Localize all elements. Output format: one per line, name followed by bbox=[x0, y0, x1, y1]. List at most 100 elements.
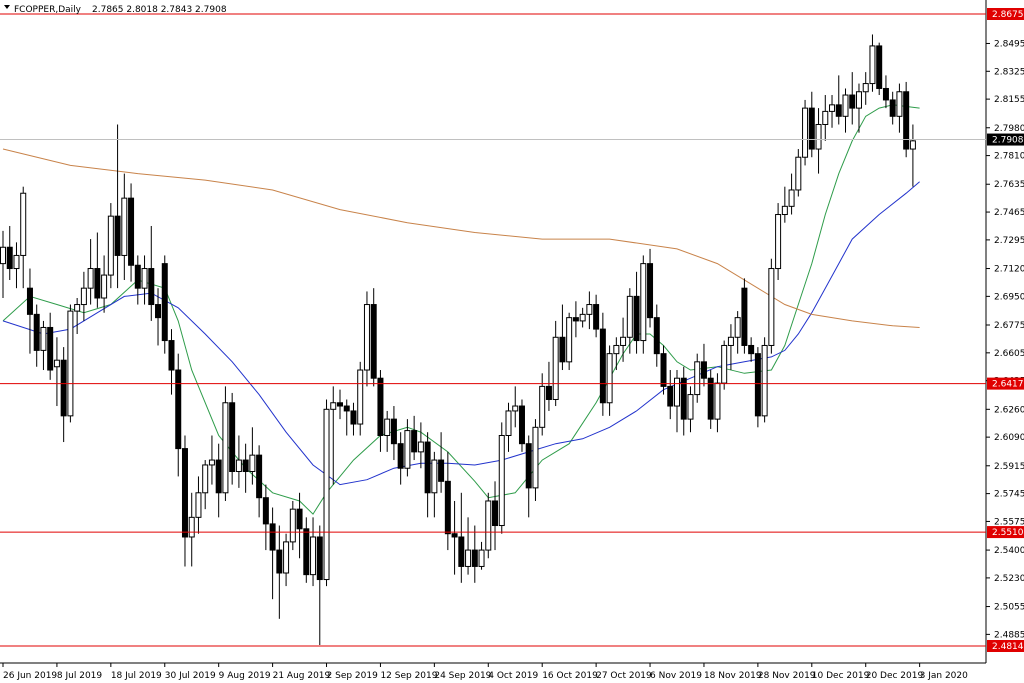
candle[interactable] bbox=[525, 435, 532, 518]
candle[interactable] bbox=[606, 345, 613, 416]
candle[interactable] bbox=[330, 386, 337, 485]
candle[interactable] bbox=[303, 517, 310, 583]
candle[interactable] bbox=[640, 255, 647, 354]
candle[interactable] bbox=[128, 183, 135, 282]
candle[interactable] bbox=[296, 492, 303, 559]
candle[interactable] bbox=[262, 484, 269, 551]
candle[interactable] bbox=[6, 225, 13, 280]
candle[interactable] bbox=[626, 288, 633, 354]
candle[interactable] bbox=[647, 248, 654, 328]
candle[interactable] bbox=[882, 75, 889, 109]
candle[interactable] bbox=[889, 91, 896, 125]
candle[interactable] bbox=[842, 88, 849, 133]
candle[interactable] bbox=[768, 258, 775, 354]
dropdown-triangle-icon[interactable] bbox=[4, 5, 10, 9]
candle[interactable] bbox=[114, 124, 121, 289]
candle[interactable] bbox=[909, 124, 916, 187]
candle[interactable] bbox=[60, 347, 67, 443]
candle[interactable] bbox=[808, 91, 815, 158]
candle[interactable] bbox=[107, 203, 114, 289]
candle[interactable] bbox=[235, 435, 242, 488]
candle[interactable] bbox=[181, 435, 188, 567]
candle[interactable] bbox=[687, 386, 694, 433]
candle[interactable] bbox=[94, 232, 101, 308]
candle[interactable] bbox=[424, 432, 431, 518]
candle[interactable] bbox=[660, 345, 667, 395]
candle[interactable] bbox=[505, 402, 512, 452]
candle[interactable] bbox=[26, 268, 33, 354]
candle[interactable] bbox=[47, 312, 54, 380]
candle[interactable] bbox=[653, 304, 660, 367]
candle[interactable] bbox=[478, 541, 485, 570]
candle[interactable] bbox=[579, 307, 586, 328]
candle[interactable] bbox=[849, 72, 856, 125]
candle[interactable] bbox=[775, 203, 782, 280]
candle[interactable] bbox=[444, 451, 451, 551]
candle[interactable] bbox=[593, 294, 600, 338]
candle[interactable] bbox=[734, 311, 741, 354]
candle[interactable] bbox=[822, 95, 829, 141]
candle[interactable] bbox=[121, 173, 128, 280]
candle[interactable] bbox=[337, 389, 343, 420]
candle[interactable] bbox=[134, 255, 141, 305]
candle[interactable] bbox=[761, 337, 768, 423]
candle[interactable] bbox=[620, 317, 627, 362]
candle[interactable] bbox=[363, 291, 370, 387]
candle[interactable] bbox=[404, 419, 411, 477]
candle[interactable] bbox=[532, 419, 539, 501]
candle[interactable] bbox=[141, 255, 148, 305]
candle[interactable] bbox=[222, 386, 229, 501]
candle[interactable] bbox=[599, 312, 606, 416]
candle[interactable] bbox=[148, 225, 155, 321]
candle[interactable] bbox=[781, 186, 788, 223]
candle[interactable] bbox=[707, 370, 714, 429]
candle[interactable] bbox=[876, 42, 883, 96]
candle[interactable] bbox=[229, 392, 236, 485]
candle[interactable] bbox=[269, 507, 276, 600]
candle[interactable] bbox=[694, 353, 701, 403]
candle[interactable] bbox=[586, 291, 593, 330]
candle[interactable] bbox=[276, 525, 283, 619]
candle[interactable] bbox=[350, 402, 357, 436]
candle[interactable] bbox=[518, 399, 525, 452]
candle[interactable] bbox=[903, 81, 910, 158]
candle[interactable] bbox=[242, 443, 249, 493]
candle[interactable] bbox=[40, 320, 47, 371]
candle[interactable] bbox=[87, 239, 94, 305]
candle[interactable] bbox=[788, 173, 795, 215]
candle[interactable] bbox=[802, 99, 809, 166]
candle[interactable] bbox=[202, 460, 209, 510]
candle[interactable] bbox=[33, 304, 40, 367]
candle[interactable] bbox=[835, 75, 842, 125]
candle[interactable] bbox=[674, 370, 680, 433]
candle[interactable] bbox=[155, 288, 162, 346]
candle[interactable] bbox=[13, 242, 20, 289]
candle[interactable] bbox=[438, 432, 445, 493]
candle[interactable] bbox=[384, 410, 391, 452]
candle[interactable] bbox=[700, 343, 707, 387]
candle[interactable] bbox=[754, 347, 761, 428]
candle[interactable] bbox=[20, 186, 27, 289]
candle[interactable] bbox=[633, 271, 640, 354]
candle[interactable] bbox=[721, 340, 728, 390]
candle[interactable] bbox=[357, 361, 364, 436]
candle[interactable] bbox=[161, 255, 168, 354]
candle[interactable] bbox=[431, 451, 438, 518]
candle[interactable] bbox=[498, 422, 505, 534]
candle[interactable] bbox=[795, 149, 802, 197]
candle[interactable] bbox=[53, 337, 60, 407]
candle[interactable] bbox=[485, 492, 492, 559]
candle[interactable] bbox=[458, 492, 465, 583]
candle[interactable] bbox=[249, 427, 256, 485]
candle[interactable] bbox=[471, 525, 478, 583]
candle[interactable] bbox=[310, 517, 317, 587]
candle[interactable] bbox=[370, 288, 377, 387]
candle[interactable] bbox=[195, 476, 202, 534]
candle[interactable] bbox=[748, 337, 755, 362]
candle[interactable] bbox=[256, 445, 263, 518]
candle[interactable] bbox=[512, 386, 519, 428]
candle[interactable] bbox=[451, 500, 458, 575]
candle[interactable] bbox=[559, 304, 566, 371]
candle[interactable] bbox=[0, 230, 6, 298]
